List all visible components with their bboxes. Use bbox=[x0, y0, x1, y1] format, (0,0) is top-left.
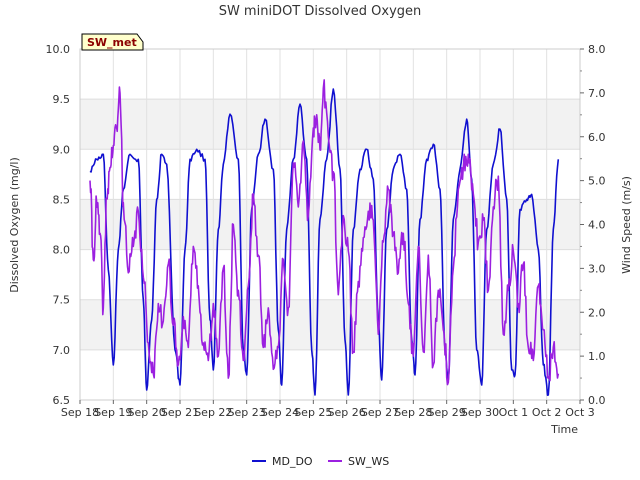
y-tick-label-right: 3.0 bbox=[588, 262, 606, 275]
x-tick-label: Oct 2 bbox=[532, 406, 562, 419]
x-tick-label: Sep 23 bbox=[228, 406, 266, 419]
x-tick-label: Sep 24 bbox=[261, 406, 299, 419]
y-tick-label-right: 8.0 bbox=[588, 43, 606, 56]
legend-label-md-do: MD_DO bbox=[272, 455, 313, 468]
plot-band bbox=[80, 49, 580, 100]
x-tick-label: Sep 22 bbox=[194, 406, 232, 419]
right-axis-ticks: 0.0 1.0 2.0 3.0 4.0 5.0 6.0 7.0 8.0 bbox=[580, 43, 606, 407]
x-tick-label: Sep 21 bbox=[161, 406, 199, 419]
y-tick-label-right: 1.0 bbox=[588, 350, 606, 363]
y-tick-label-left: 7.0 bbox=[53, 344, 71, 357]
chart-title: SW miniDOT Dissolved Oxygen bbox=[219, 4, 422, 19]
y-axis-label-right: Wind Speed (m/s) bbox=[620, 176, 633, 274]
y-tick-label-left: 9.0 bbox=[53, 143, 71, 156]
y-axis-label-left: Dissolved Oxygen (mg/l) bbox=[8, 157, 21, 292]
y-tick-label-right: 5.0 bbox=[588, 175, 606, 188]
x-axis-label: Time bbox=[550, 423, 578, 436]
y-tick-label-left: 7.5 bbox=[53, 294, 71, 307]
series-line-md-do bbox=[89, 88, 560, 396]
x-tick-label: Sep 26 bbox=[328, 406, 366, 419]
x-tick-label: Sep 27 bbox=[361, 406, 399, 419]
y-tick-label-right: 7.0 bbox=[588, 87, 606, 100]
x-tick-label: Sep 18 bbox=[61, 406, 99, 419]
x-tick-label: Sep 20 bbox=[128, 406, 166, 419]
plot-band bbox=[80, 199, 580, 250]
x-tick-label: Sep 29 bbox=[428, 406, 466, 419]
legend: MD_DO SW_WS bbox=[252, 455, 389, 468]
site-badge: SW_met bbox=[81, 33, 144, 51]
y-tick-label-left: 6.5 bbox=[53, 394, 71, 407]
y-tick-label-right: 0.0 bbox=[588, 394, 606, 407]
left-axis-ticks: 6.5 7.0 7.5 8.0 8.5 9.0 9.5 10.0 bbox=[46, 43, 71, 407]
site-badge-shape bbox=[81, 33, 144, 51]
y-tick-label-left: 8.0 bbox=[53, 244, 71, 257]
plot-band bbox=[80, 299, 580, 350]
plot-band bbox=[80, 349, 580, 400]
y-tick-label-left: 8.5 bbox=[53, 193, 71, 206]
legend-label-sw-ws: SW_WS bbox=[348, 455, 389, 468]
y-tick-label-left: 9.5 bbox=[53, 93, 71, 106]
plot-band bbox=[80, 249, 580, 300]
y-tick-label-left: 10.0 bbox=[46, 43, 71, 56]
x-tick-label: Oct 1 bbox=[499, 406, 529, 419]
series-line-sw-ws bbox=[89, 79, 560, 386]
series-layer bbox=[89, 79, 560, 396]
x-tick-label: Sep 19 bbox=[94, 406, 132, 419]
y-tick-label-right: 2.0 bbox=[588, 306, 606, 319]
x-tick-label: Sep 25 bbox=[294, 406, 332, 419]
y-tick-label-right: 4.0 bbox=[588, 219, 606, 232]
x-tick-label: Sep 28 bbox=[394, 406, 432, 419]
y-tick-label-right: 6.0 bbox=[588, 131, 606, 144]
x-tick-label: Oct 3 bbox=[565, 406, 595, 419]
site-badge-label: SW_met bbox=[87, 36, 137, 49]
x-tick-label: Sep 30 bbox=[461, 406, 499, 419]
